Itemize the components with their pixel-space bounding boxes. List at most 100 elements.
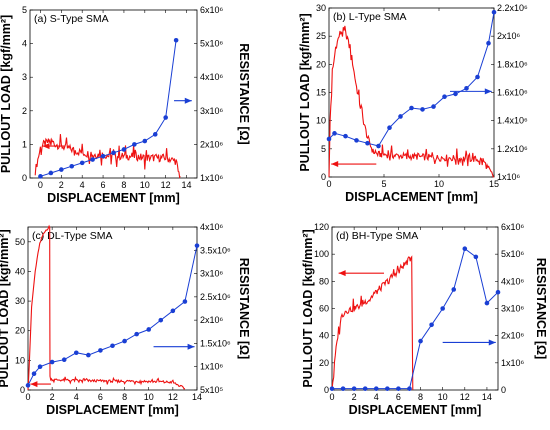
x-tick-label: 10	[438, 392, 448, 402]
y-right-tick-label: 0	[501, 385, 506, 395]
x-tick-label: 6	[101, 180, 106, 190]
data-point-resistance	[48, 170, 54, 176]
y-left-tick-label: 120	[314, 222, 329, 232]
y-left-tick-label: 30	[15, 296, 25, 306]
y-left-tick-label: 20	[15, 326, 25, 336]
x-tick-label: 4	[80, 180, 85, 190]
data-point-resistance	[351, 386, 357, 391]
y-left-tick-label: 0	[20, 385, 25, 395]
data-point-resistance	[429, 322, 434, 328]
x-tick-label: 2	[352, 392, 357, 402]
x-tick-label: 8	[418, 392, 423, 402]
x-tick-label: 10	[140, 180, 150, 190]
plot-frame	[27, 226, 198, 391]
data-point-resistance	[61, 357, 67, 363]
y-right-tick-label: 2x10⁶	[200, 315, 224, 325]
y-left-tick-label: 40	[319, 331, 329, 341]
y-right-axis-label: RESISTANCE [Ω]	[237, 43, 251, 144]
y-right-tick-label: 1.5x10⁶	[200, 338, 231, 348]
axis-arrow-head	[331, 161, 339, 168]
data-point-resistance	[387, 125, 392, 131]
data-point-resistance	[73, 350, 79, 356]
axis-arrow-head	[488, 339, 496, 346]
series-line-load	[331, 255, 414, 391]
y-right-tick-label: 4x10⁶	[501, 276, 525, 286]
x-tick-label: 15	[489, 179, 499, 189]
x-tick-label: 6	[98, 392, 103, 402]
data-point-resistance	[343, 133, 348, 139]
data-point-resistance	[473, 254, 479, 260]
y-right-tick-label: 1.6x10⁶	[497, 88, 528, 98]
x-tick-label: 2	[50, 392, 55, 402]
y-left-tick-label: 100	[314, 249, 329, 259]
plot-frame	[29, 9, 198, 179]
data-point-resistance	[354, 138, 359, 143]
series-line-load	[328, 25, 494, 178]
data-point-resistance	[398, 114, 403, 119]
x-tick-label: 0	[38, 180, 43, 190]
series-line-resistance	[328, 12, 495, 147]
data-point-resistance	[326, 136, 332, 142]
y-left-axis-label: PULLOUT LOAD [kgf/mm²]	[301, 229, 315, 387]
y-right-axis-label: RESISTANCE [Ω]	[237, 258, 251, 359]
x-axis-label: DISPLACEMENT [mm]	[345, 190, 478, 204]
data-point-resistance	[475, 74, 480, 80]
data-point-resistance	[486, 40, 491, 46]
y-left-tick-label: 20	[316, 59, 326, 69]
x-tick-label: 6	[396, 392, 401, 402]
y-right-tick-label: 1x10⁶	[200, 173, 224, 183]
data-point-resistance	[484, 300, 490, 306]
axis-arrow-head	[338, 270, 346, 277]
data-point-resistance	[453, 91, 458, 97]
x-axis-label: DISPLACEMENT [mm]	[349, 403, 482, 417]
y-right-tick-label: 2x10⁶	[200, 139, 224, 149]
data-point-resistance	[396, 386, 401, 391]
y-left-tick-label: 30	[316, 3, 326, 13]
y-right-tick-label: 2x10⁶	[497, 31, 521, 41]
series-line-load	[27, 224, 186, 391]
y-right-tick-label: 1x10⁶	[501, 358, 525, 368]
y-left-tick-label: 3	[22, 72, 27, 82]
axis-arrow-head	[484, 88, 492, 95]
data-point-resistance	[111, 150, 116, 156]
x-tick-label: 14	[192, 392, 202, 402]
data-point-resistance	[170, 308, 176, 314]
data-point-resistance	[332, 131, 337, 136]
x-tick-label: 8	[122, 392, 127, 402]
data-point-resistance	[462, 246, 468, 252]
data-point-resistance	[491, 9, 497, 15]
data-point-resistance	[86, 352, 91, 358]
y-right-tick-label: 6x10⁶	[501, 222, 525, 232]
series-line-resistance	[27, 245, 198, 386]
y-right-tick-label: 5x10⁶	[501, 249, 525, 259]
panel-title: (c) DL-Type SMA	[32, 230, 113, 242]
x-tick-label: 5	[381, 179, 386, 189]
data-point-resistance	[431, 104, 436, 109]
data-point-resistance	[464, 85, 469, 91]
data-point-resistance	[365, 140, 370, 146]
data-point-resistance	[38, 174, 43, 179]
axis-arrow-head	[184, 97, 192, 104]
data-point-resistance	[385, 386, 390, 391]
data-point-resistance	[142, 138, 148, 144]
data-point-resistance	[79, 160, 85, 166]
y-left-tick-label: 0	[22, 173, 27, 183]
y-right-tick-label: 2x10⁶	[501, 331, 525, 341]
x-tick-label: 12	[168, 392, 178, 402]
data-point-resistance	[163, 115, 168, 120]
y-right-tick-label: 1x10⁶	[200, 362, 224, 372]
y-right-tick-label: 4x10⁶	[200, 72, 224, 82]
y-left-tick-label: 5	[22, 5, 27, 15]
chart-panel-2: 0 5 10 15 0 5 10 15 20 25 30 1x10⁶ 1.2x10⁶ 1.4x10⁶ 1.6…	[298, 3, 528, 204]
x-tick-label: 14	[182, 180, 192, 190]
panel-title: (a) S-Type SMA	[34, 13, 109, 25]
y-left-tick-label: 15	[316, 88, 326, 98]
y-right-tick-label: 1.2x10⁶	[497, 144, 528, 154]
y-right-tick-label: 3.5x10⁶	[200, 245, 231, 255]
y-left-tick-label: 50	[15, 237, 25, 247]
y-left-tick-label: 10	[15, 355, 25, 365]
y-right-tick-label: 3x10⁶	[501, 304, 525, 314]
data-point-resistance	[69, 163, 75, 169]
